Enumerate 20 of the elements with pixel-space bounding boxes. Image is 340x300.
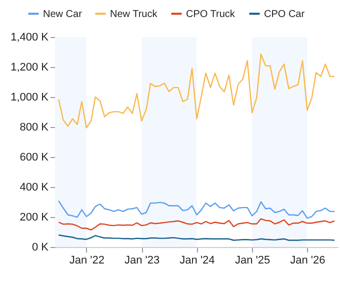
x-tick-label: Jan '26: [290, 254, 326, 266]
y-tick-label: 1,000 K: [10, 92, 50, 104]
y-tick-label: 0 K: [32, 242, 50, 254]
y-tick-label: 800 K: [20, 122, 50, 134]
x-tick-label: Jan '25: [234, 254, 270, 266]
legend-label: CPO Truck: [186, 8, 236, 20]
legend-label: CPO Car: [264, 8, 306, 20]
x-tick-label: Jan '22: [69, 254, 104, 266]
x-tick-label: Jan '23: [124, 254, 160, 266]
x-tick-label: Jan '24: [180, 254, 215, 266]
y-tick-label: 1,400 K: [10, 32, 50, 44]
line-series: [58, 200, 336, 219]
y-tick-label: 200 K: [20, 212, 50, 224]
y-tick-label: 400 K: [20, 182, 50, 194]
line-series: [58, 218, 336, 230]
y-tick-label: 600 K: [20, 152, 50, 164]
legend-label: New Car: [43, 8, 83, 20]
legend-label: New Truck: [110, 8, 158, 20]
y-tick-label: 1,200 K: [10, 62, 50, 74]
line-series: [58, 54, 336, 128]
